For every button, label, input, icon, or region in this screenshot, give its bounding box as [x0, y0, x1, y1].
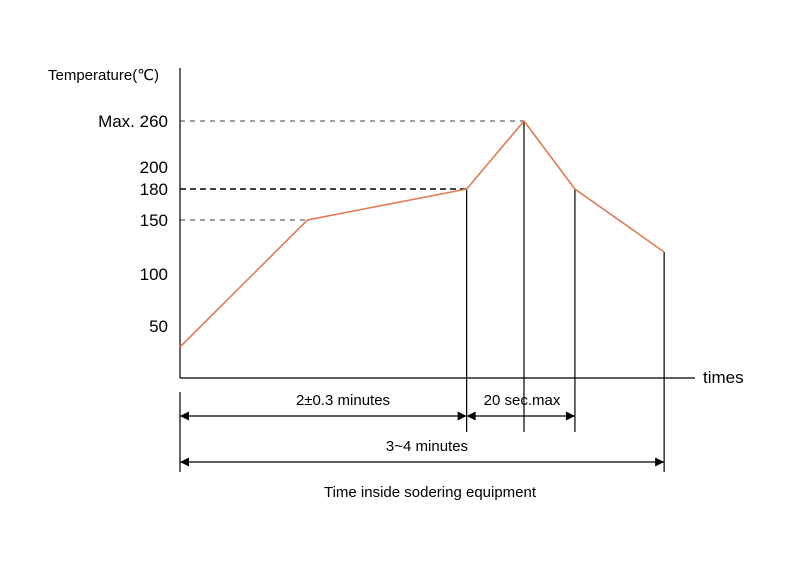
- arrow-head: [655, 457, 665, 467]
- x-axis-label: times: [703, 368, 744, 387]
- profile-line: [179, 119, 665, 348]
- y-tick-label: 100: [140, 265, 168, 284]
- arrow-head: [466, 411, 476, 421]
- span-label: 3~4 minutes: [386, 438, 468, 455]
- y-tick-label: 150: [140, 211, 168, 230]
- chart-caption: Time inside sodering equipment: [324, 484, 537, 501]
- arrow-head: [180, 457, 189, 467]
- y-tick-label: 200: [140, 158, 168, 177]
- y-tick-label: 50: [149, 317, 168, 336]
- arrow-head: [180, 411, 189, 421]
- y-axis-label: Temperature(℃): [48, 67, 159, 84]
- y-tick-label: Max. 260: [98, 112, 168, 131]
- span-label: 20 sec.max: [484, 392, 561, 409]
- span-label: 2±0.3 minutes: [296, 392, 390, 409]
- arrow-head: [457, 411, 467, 421]
- y-tick-label: 180: [140, 180, 168, 199]
- arrow-head: [565, 411, 575, 421]
